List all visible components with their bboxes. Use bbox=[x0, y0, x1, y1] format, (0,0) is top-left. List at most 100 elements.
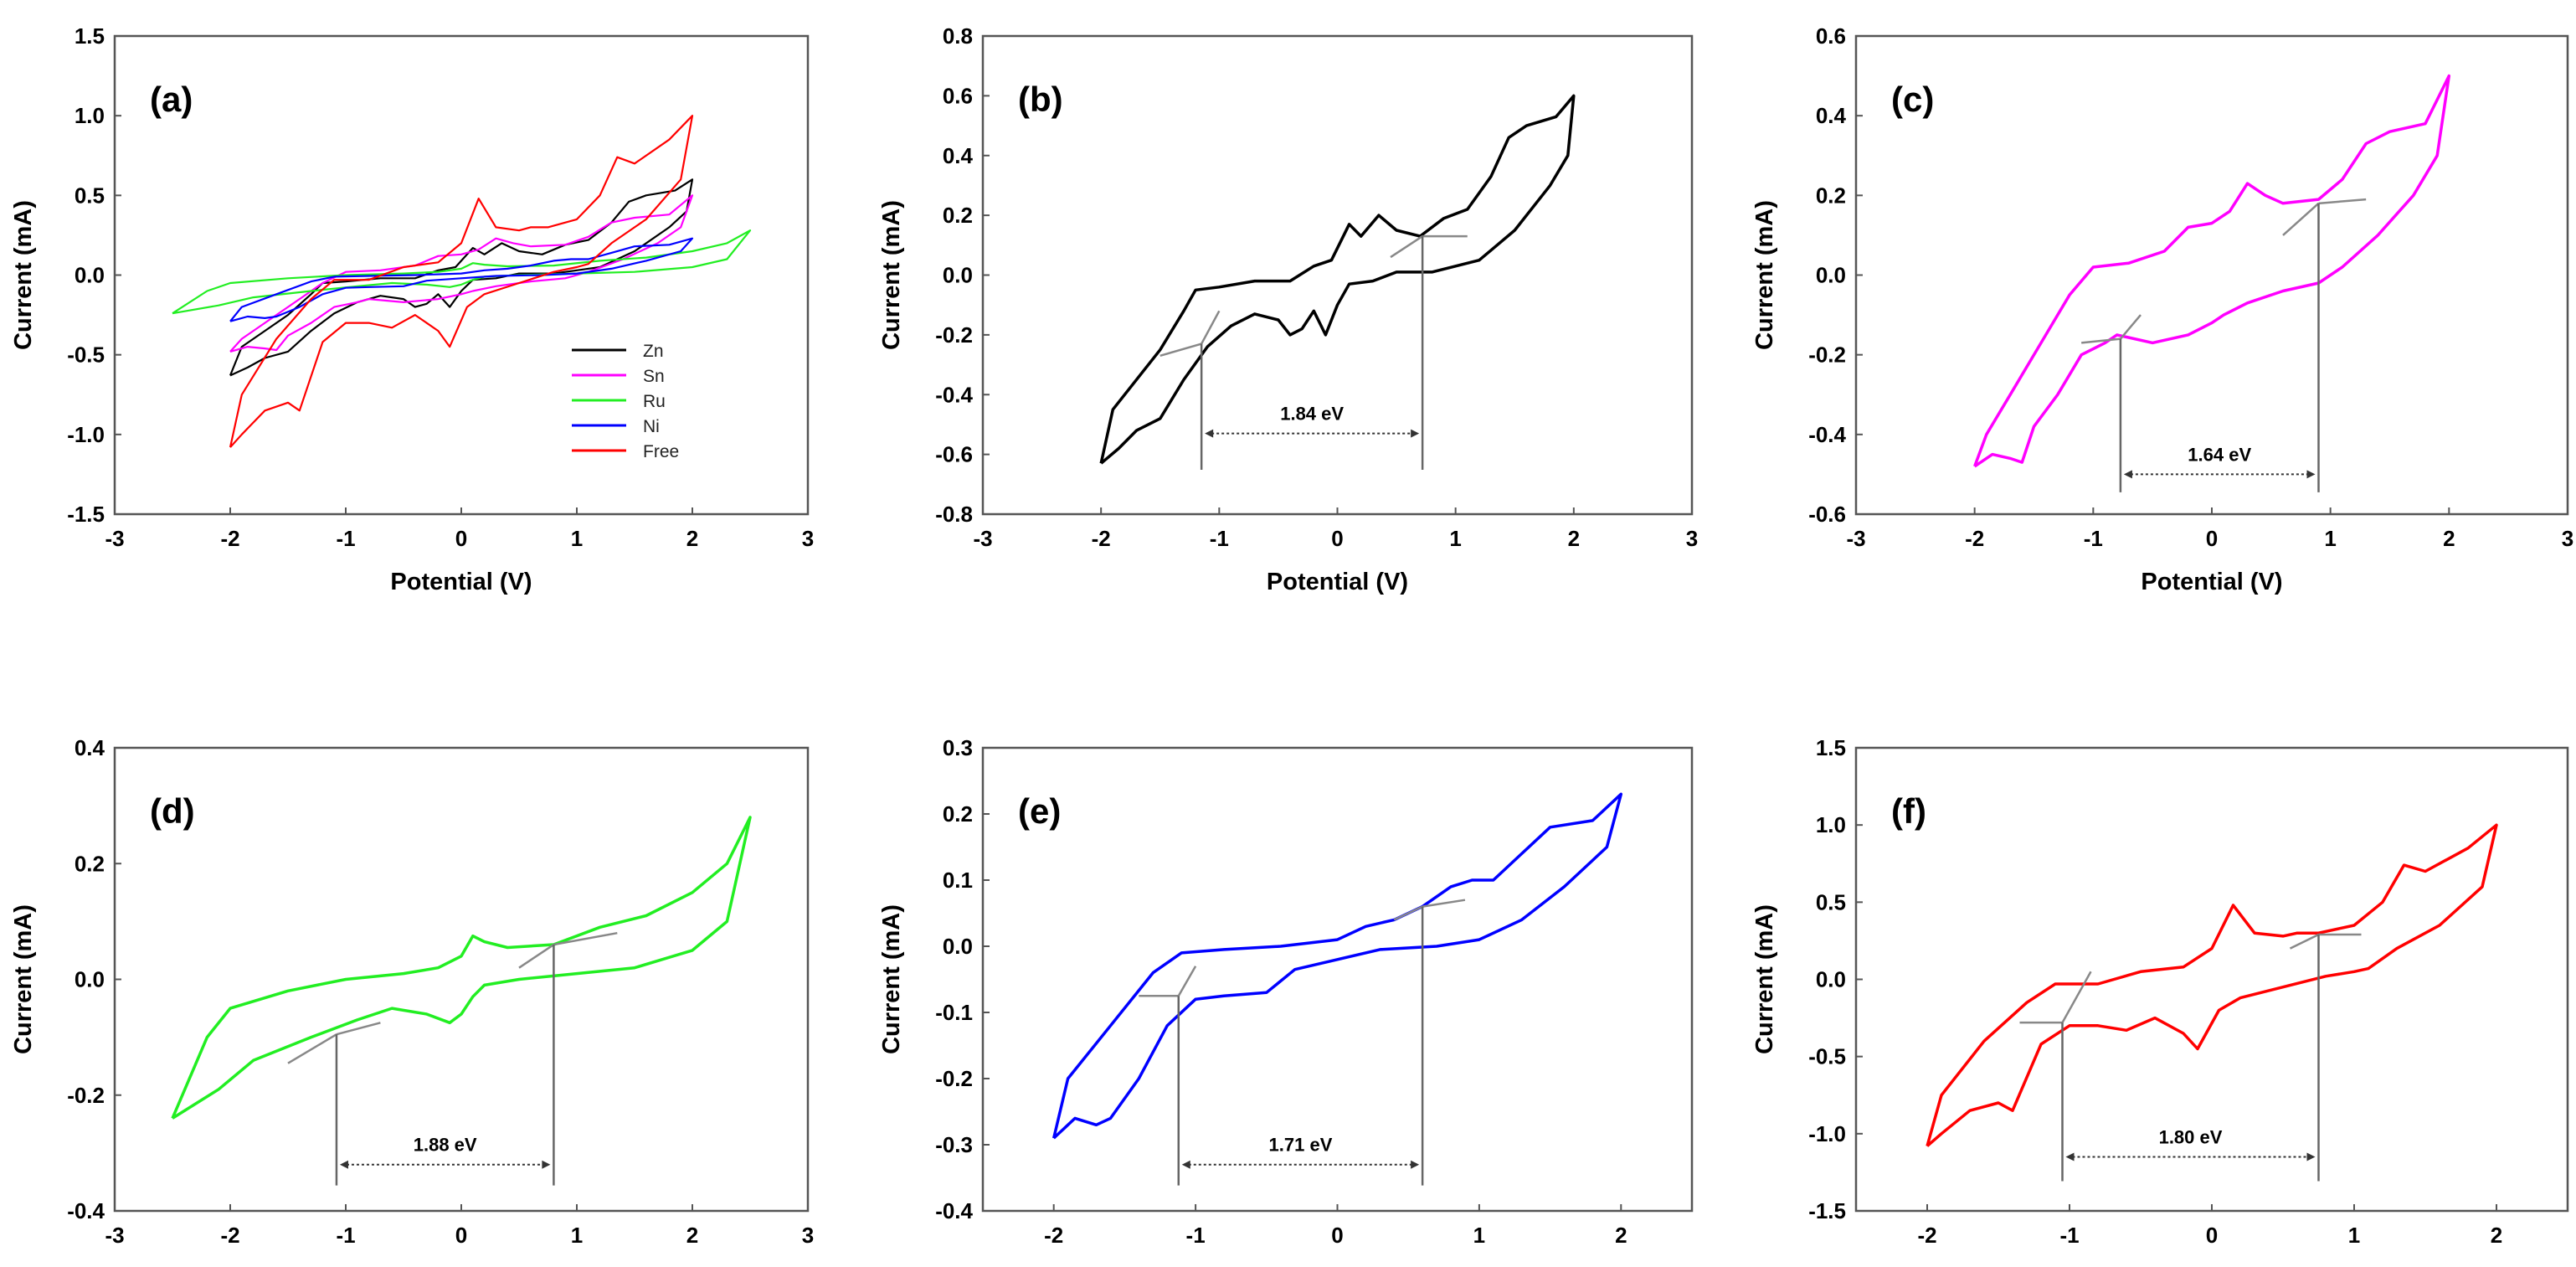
x-tick-label: 3 bbox=[1686, 526, 1698, 551]
cv-curve-ru bbox=[171, 816, 752, 1120]
x-tick-label: -2 bbox=[1917, 1223, 1936, 1248]
y-axis-label: Current (mA) bbox=[10, 200, 37, 350]
y-tick-label: 0.2 bbox=[943, 801, 973, 827]
y-tick-label: 1.0 bbox=[75, 103, 105, 128]
tangent-line bbox=[2119, 314, 2142, 340]
panel-b: -3 -2 -1 0 1 2 3 -0.8 -0.6 -0.4 -0.2 0.0 0.2 0.4 0.6 0.… bbox=[878, 23, 1698, 595]
x-tick-label: 1 bbox=[2324, 526, 2336, 551]
bandgap-label: 1.84 eV bbox=[1280, 404, 1344, 425]
x-tick-label: 3 bbox=[2562, 526, 2573, 551]
legend-label: Free bbox=[643, 442, 679, 461]
tangent-line bbox=[518, 943, 555, 969]
cv-curve-zn bbox=[1099, 94, 1576, 465]
y-tick-label: -0.4 bbox=[1808, 422, 1846, 447]
y-axis-label: Current (mA) bbox=[878, 200, 905, 350]
x-tick-label: -2 bbox=[1092, 526, 1111, 551]
panel-e: -2 -1 0 1 2 -0.4 -0.3 -0.2 -0.1 0.0 0.1 0.2 0.3 Poten… bbox=[878, 735, 1694, 1267]
x-tick-label: 3 bbox=[802, 526, 814, 551]
tangent-line bbox=[1422, 899, 1466, 908]
panel-label: (c) bbox=[1891, 80, 1934, 119]
x-axis-label: Potential (V) bbox=[390, 569, 532, 595]
x-tick-label: 1 bbox=[571, 526, 583, 551]
y-tick-label: 0.0 bbox=[1816, 967, 1846, 992]
cv-curve-zn bbox=[229, 178, 694, 377]
y-tick-label: 0.0 bbox=[1816, 263, 1846, 288]
x-tick-label: 1 bbox=[1473, 1223, 1485, 1248]
tangent-line bbox=[1201, 310, 1221, 345]
x-tick-label: -1 bbox=[1186, 1223, 1206, 1248]
y-tick-label: 1.5 bbox=[1816, 735, 1846, 760]
x-tick-label: -1 bbox=[336, 1223, 355, 1248]
legend-label: Zn bbox=[643, 342, 664, 361]
y-tick-label: -0.5 bbox=[67, 343, 105, 368]
x-tick-label: 0 bbox=[2206, 526, 2218, 551]
x-tick-label: 2 bbox=[1568, 526, 1580, 551]
cv-curve-free bbox=[1926, 823, 2498, 1147]
y-tick-label: 0.4 bbox=[75, 735, 105, 760]
x-axis-label: Potential (V) bbox=[1267, 569, 1408, 595]
y-tick-label: -1.0 bbox=[67, 422, 105, 447]
x-tick-label: -1 bbox=[336, 526, 355, 551]
x-tick-label: -1 bbox=[2059, 1223, 2079, 1248]
y-tick-label: -0.2 bbox=[935, 1066, 973, 1091]
tangent-line bbox=[336, 1022, 381, 1036]
tangent-line bbox=[2289, 933, 2320, 950]
y-tick-label: -0.4 bbox=[935, 382, 973, 407]
y-tick-label: 0.4 bbox=[943, 143, 974, 168]
tangent-line bbox=[2061, 971, 2092, 1023]
x-tick-label: -2 bbox=[1965, 526, 1984, 551]
tangent-line bbox=[1159, 343, 1202, 358]
y-tick-label: -0.2 bbox=[935, 322, 973, 348]
tangent-line bbox=[2282, 202, 2320, 236]
y-tick-label: 0.6 bbox=[943, 83, 973, 108]
tangent-line bbox=[1390, 235, 1423, 259]
y-tick-label: 0.0 bbox=[943, 934, 973, 959]
bandgap-label: 1.80 eV bbox=[2159, 1126, 2223, 1147]
cv-curve-free bbox=[229, 115, 694, 448]
x-tick-label: -3 bbox=[105, 526, 124, 551]
x-tick-label: 1 bbox=[571, 1223, 583, 1248]
panel-c: -3 -2 -1 0 1 2 3 -0.6 -0.4 -0.2 0.0 0.2 0.4 0.6 Potent… bbox=[1751, 23, 2573, 595]
y-tick-label: 0.0 bbox=[943, 263, 973, 288]
y-tick-label: 0.5 bbox=[75, 183, 105, 208]
tangent-line bbox=[2081, 337, 2121, 344]
y-tick-label: 1.0 bbox=[1816, 812, 1846, 837]
panel-a: -3 -2 -1 0 1 2 3 -1.5 -1.0 -0.5 0.0 0.5 1.0 1.5 Potent… bbox=[10, 23, 814, 595]
x-tick-label: -3 bbox=[973, 526, 992, 551]
y-tick-label: 0.2 bbox=[75, 851, 105, 876]
panel-f: -2 -1 0 1 2 -1.5 -1.0 -0.5 0.0 0.5 1.0 1.5 Potential… bbox=[1751, 735, 2569, 1267]
y-tick-label: -0.3 bbox=[935, 1132, 973, 1157]
panel-label: (b) bbox=[1018, 80, 1063, 119]
y-tick-label: -0.8 bbox=[935, 502, 973, 527]
plot-frame bbox=[981, 746, 1694, 1213]
y-tick-label: -0.4 bbox=[935, 1198, 973, 1223]
plot-frame bbox=[1854, 34, 2569, 516]
y-tick-label: 0.2 bbox=[943, 203, 973, 228]
x-tick-label: 3 bbox=[802, 1223, 814, 1248]
y-tick-label: -1.5 bbox=[1808, 1198, 1846, 1223]
x-tick-label: -1 bbox=[2084, 526, 2103, 551]
tangent-line bbox=[2318, 198, 2367, 205]
x-tick-label: -2 bbox=[1044, 1223, 1063, 1248]
y-tick-label: 0.3 bbox=[943, 735, 973, 760]
plot-frame bbox=[113, 34, 810, 516]
y-tick-label: -0.6 bbox=[1808, 502, 1846, 527]
legend-label: Sn bbox=[643, 367, 665, 386]
x-tick-label: 2 bbox=[2443, 526, 2455, 551]
y-tick-label: 0.6 bbox=[1816, 23, 1846, 49]
x-tick-label: 2 bbox=[686, 526, 698, 551]
x-tick-label: 0 bbox=[455, 526, 467, 551]
x-tick-label: 0 bbox=[1331, 526, 1343, 551]
bandgap-label: 1.88 eV bbox=[414, 1135, 477, 1156]
legend-label: Ru bbox=[643, 392, 666, 411]
tangent-line bbox=[553, 931, 618, 946]
panel-label: (d) bbox=[150, 791, 195, 831]
y-tick-label: -0.4 bbox=[67, 1198, 105, 1223]
y-tick-label: -0.6 bbox=[935, 442, 973, 467]
y-axis-label: Current (mA) bbox=[1751, 200, 1778, 350]
panel-label: (a) bbox=[150, 80, 193, 119]
x-tick-label: 0 bbox=[2206, 1223, 2218, 1248]
y-tick-label: -1.5 bbox=[67, 502, 105, 527]
cv-curve-sn bbox=[1973, 74, 2451, 468]
